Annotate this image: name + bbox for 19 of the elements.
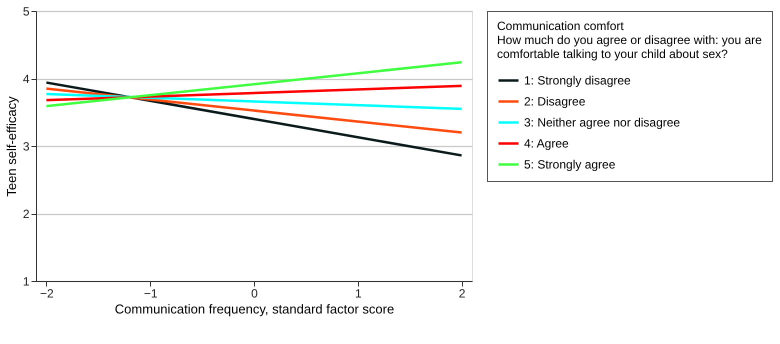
- y-axis-title: Teen self-efficacy: [4, 96, 19, 197]
- legend-title: Communication comfort: [497, 19, 624, 33]
- legend-label: 5: Strongly agree: [524, 158, 616, 172]
- y-tick-label: 3: [22, 140, 30, 154]
- x-tick-label: 0: [251, 286, 258, 300]
- x-tick-label: 1: [354, 286, 362, 300]
- y-tick-label: 1: [22, 274, 30, 288]
- y-tick-label: 2: [22, 207, 30, 221]
- y-tick-label: 4: [22, 72, 30, 86]
- y-tick-label: 5: [22, 4, 30, 18]
- x-tick-label: −2: [40, 286, 54, 300]
- text: How much do you agree or disagree with: you are comfortable talking to your child about sex?: [497, 33, 762, 61]
- x-axis-title: Communication frequency, standard factor score: [114, 302, 394, 316]
- legend-label: 3: Neither agree nor disagree: [524, 116, 680, 130]
- x-tick-label: −1: [144, 286, 158, 300]
- legend-label: 2: Disagree: [524, 94, 586, 108]
- legend-label: 1: Strongly disagree: [524, 74, 632, 88]
- x-tick-label: 2: [458, 286, 466, 300]
- legend-label: 4: Agree: [524, 136, 570, 150]
